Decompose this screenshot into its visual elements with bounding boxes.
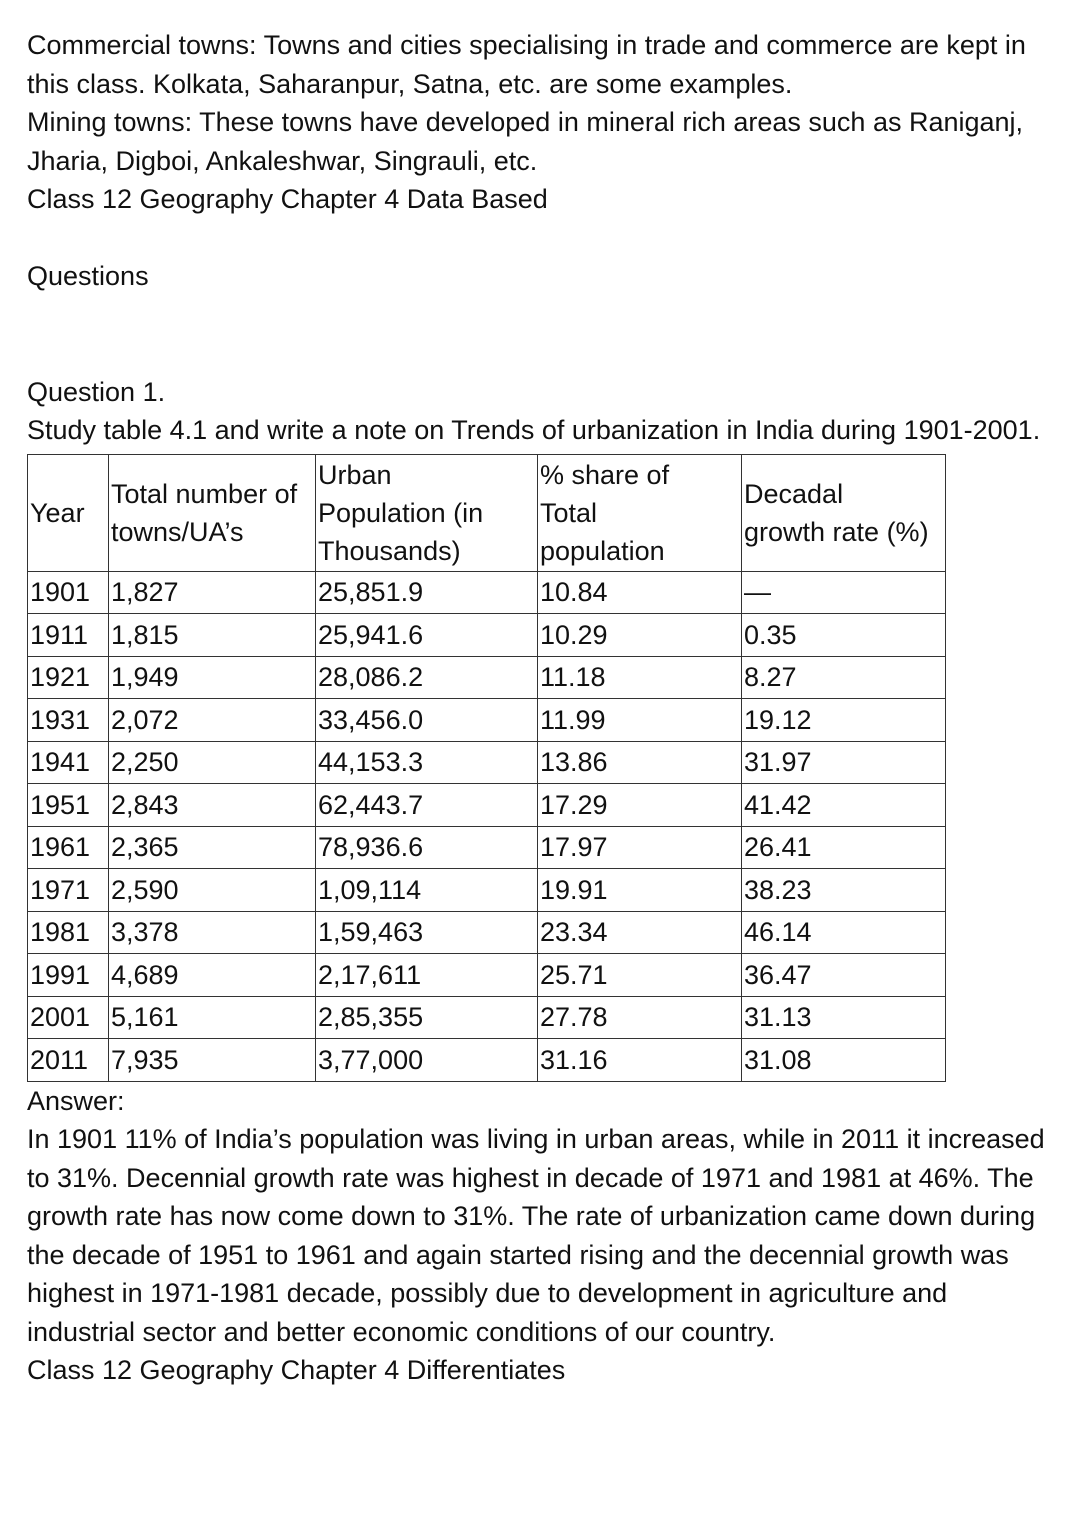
cell-share: 25.71 [537, 953, 742, 997]
cell-growth: 19.12 [741, 698, 946, 742]
cell-growth: 8.27 [741, 655, 946, 699]
table-row: 1931 2,072 33,456.0 11.99 19.12 [27, 698, 946, 742]
cell-population: 1,59,463 [315, 910, 538, 954]
table-row: 1941 2,250 44,153.3 13.86 31.97 [27, 740, 946, 784]
header-share: % share of Total population [537, 453, 742, 572]
cell-growth: 38.23 [741, 868, 946, 912]
cell-population: 44,153.3 [315, 740, 538, 784]
table-row: 1981 3,378 1,59,463 23.34 46.14 [27, 910, 946, 954]
cell-towns: 2,843 [108, 783, 316, 827]
cell-year: 1981 [27, 910, 109, 954]
cell-towns: 2,590 [108, 868, 316, 912]
table-row: 1971 2,590 1,09,114 19.91 38.23 [27, 868, 946, 912]
cell-growth: 31.08 [741, 1038, 946, 1082]
cell-growth: 26.41 [741, 825, 946, 869]
cell-share: 11.99 [537, 698, 742, 742]
header-year: Year [27, 453, 109, 572]
table-row: 1911 1,815 25,941.6 10.29 0.35 [27, 613, 946, 657]
table-row: 1901 1,827 25,851.9 10.84 — [27, 570, 946, 614]
cell-growth: 46.14 [741, 910, 946, 954]
spacer [27, 296, 1057, 373]
table-body: 1901 1,827 25,851.9 10.84 — 1911 1,815 2… [27, 570, 946, 1082]
cell-share: 10.29 [537, 613, 742, 657]
cell-population: 28,086.2 [315, 655, 538, 699]
cell-towns: 1,815 [108, 613, 316, 657]
mining-towns-paragraph: Mining towns: These towns have developed… [27, 107, 1024, 176]
header-population: Urban Population (in Thousands) [315, 453, 538, 572]
cell-population: 33,456.0 [315, 698, 538, 742]
cell-population: 2,85,355 [315, 995, 538, 1039]
cell-year: 2011 [27, 1038, 109, 1082]
cell-year: 1991 [27, 953, 109, 997]
table-header-row: Year Total number of towns/UA’s Urban Po… [27, 453, 946, 572]
cell-growth: — [741, 570, 946, 614]
cell-towns: 1,827 [108, 570, 316, 614]
cell-towns: 1,949 [108, 655, 316, 699]
cell-population: 78,936.6 [315, 825, 538, 869]
cell-year: 1961 [27, 825, 109, 869]
cell-towns: 4,689 [108, 953, 316, 997]
header-towns: Total number of towns/UA’s [108, 453, 316, 572]
section-heading-data-based: Class 12 Geography Chapter 4 Data Based [27, 184, 548, 214]
question-number: Question 1. [27, 376, 166, 407]
table-row: 2001 5,161 2,85,355 27.78 31.13 [27, 995, 946, 1039]
cell-towns: 2,250 [108, 740, 316, 784]
cell-share: 13.86 [537, 740, 742, 784]
cell-year: 1951 [27, 783, 109, 827]
cell-share: 17.29 [537, 783, 742, 827]
cell-share: 31.16 [537, 1038, 742, 1082]
cell-population: 62,443.7 [315, 783, 538, 827]
cell-towns: 7,935 [108, 1038, 316, 1082]
header-growth: Decadal growth rate (%) [741, 453, 946, 572]
table-row: 1961 2,365 78,936.6 17.97 26.41 [27, 825, 946, 869]
cell-towns: 3,378 [108, 910, 316, 954]
cell-share: 17.97 [537, 825, 742, 869]
cell-population: 1,09,114 [315, 868, 538, 912]
cell-year: 1931 [27, 698, 109, 742]
cell-growth: 31.13 [741, 995, 946, 1039]
cell-population: 25,851.9 [315, 570, 538, 614]
section-heading-differentiates: Class 12 Geography Chapter 4 Differentia… [27, 1355, 566, 1385]
cell-year: 1901 [27, 570, 109, 614]
table-row: 1921 1,949 28,086.2 11.18 8.27 [27, 655, 946, 699]
cell-growth: 0.35 [741, 613, 946, 657]
table-row: 1991 4,689 2,17,611 25.71 36.47 [27, 953, 946, 997]
urbanization-table: Year Total number of towns/UA’s Urban Po… [27, 453, 946, 1082]
cell-year: 1921 [27, 655, 109, 699]
cell-share: 27.78 [537, 995, 742, 1039]
cell-towns: 2,365 [108, 825, 316, 869]
answer-label: Answer: [27, 1085, 125, 1116]
cell-growth: 41.42 [741, 783, 946, 827]
questions-label: Questions [27, 261, 149, 291]
cell-year: 1941 [27, 740, 109, 784]
cell-share: 10.84 [537, 570, 742, 614]
document-page: Commercial towns: Towns and cities speci… [27, 26, 1057, 1390]
cell-year: 1971 [27, 868, 109, 912]
cell-share: 19.91 [537, 868, 742, 912]
cell-population: 3,77,000 [315, 1038, 538, 1082]
table-row: 1951 2,843 62,443.7 17.29 41.42 [27, 783, 946, 827]
cell-year: 2001 [27, 995, 109, 1039]
cell-share: 11.18 [537, 655, 742, 699]
cell-towns: 2,072 [108, 698, 316, 742]
answer-text: In 1901 11% of India’s population was li… [27, 1124, 1045, 1347]
cell-growth: 36.47 [741, 953, 946, 997]
cell-year: 1911 [27, 613, 109, 657]
commercial-towns-paragraph: Commercial towns: Towns and cities speci… [27, 30, 1026, 99]
cell-towns: 5,161 [108, 995, 316, 1039]
cell-population: 2,17,611 [315, 953, 538, 997]
question-text: Study table 4.1 and write a note on Tren… [27, 415, 1041, 445]
spacer [27, 219, 1057, 258]
cell-population: 25,941.6 [315, 613, 538, 657]
table-row: 2011 7,935 3,77,000 31.16 31.08 [27, 1038, 946, 1082]
cell-growth: 31.97 [741, 740, 946, 784]
cell-share: 23.34 [537, 910, 742, 954]
